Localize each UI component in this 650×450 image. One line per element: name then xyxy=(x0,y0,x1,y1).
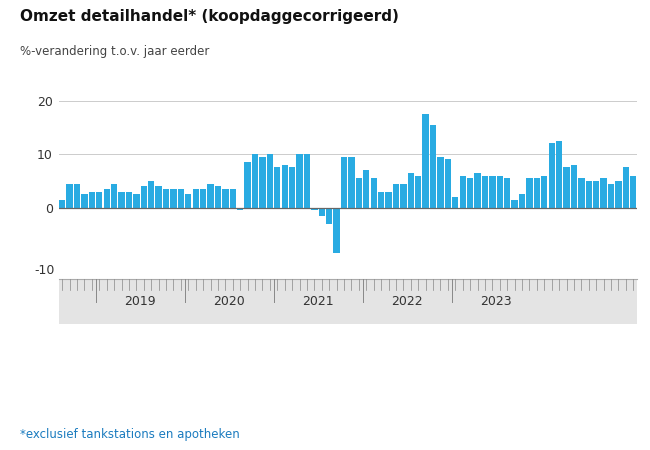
Bar xyxy=(214,186,221,207)
Text: 2019: 2019 xyxy=(124,295,156,308)
Bar xyxy=(200,189,206,207)
Bar xyxy=(378,192,384,207)
Bar xyxy=(170,189,177,207)
Bar xyxy=(348,157,355,207)
Bar xyxy=(118,192,125,207)
Bar xyxy=(608,184,614,207)
Bar xyxy=(630,176,636,207)
Bar xyxy=(103,189,110,207)
Bar xyxy=(526,178,532,207)
Text: 2022: 2022 xyxy=(391,295,423,308)
Bar xyxy=(66,184,73,207)
Text: 2020: 2020 xyxy=(213,295,245,308)
Bar xyxy=(318,207,325,216)
Bar xyxy=(534,178,540,207)
Bar xyxy=(155,186,162,207)
Bar xyxy=(482,176,488,207)
Bar xyxy=(586,181,592,207)
Bar xyxy=(126,192,132,207)
Bar xyxy=(341,157,347,207)
Bar xyxy=(460,176,466,207)
Bar xyxy=(281,165,288,207)
Bar xyxy=(430,125,436,207)
Bar xyxy=(207,184,214,207)
Bar xyxy=(304,154,310,207)
Bar xyxy=(333,207,340,253)
Bar xyxy=(467,178,473,207)
Bar xyxy=(133,194,140,207)
Bar xyxy=(437,157,443,207)
Bar xyxy=(497,176,503,207)
Bar xyxy=(571,165,577,207)
Bar xyxy=(452,197,458,207)
Bar xyxy=(88,192,95,207)
Bar xyxy=(259,157,266,207)
Bar xyxy=(616,181,621,207)
Bar xyxy=(244,162,251,207)
Text: 2023: 2023 xyxy=(480,295,512,308)
Bar xyxy=(474,173,481,207)
Bar xyxy=(549,144,555,207)
Bar xyxy=(370,178,377,207)
Bar xyxy=(556,141,562,207)
Bar xyxy=(415,176,421,207)
Text: %-verandering t.o.v. jaar eerder: %-verandering t.o.v. jaar eerder xyxy=(20,45,209,58)
Bar xyxy=(237,207,243,210)
Bar xyxy=(222,189,229,207)
Bar xyxy=(504,178,510,207)
Bar xyxy=(192,189,199,207)
Bar xyxy=(578,178,584,207)
Text: Omzet detailhandel* (koopdaggecorrigeerd): Omzet detailhandel* (koopdaggecorrigeerd… xyxy=(20,9,398,24)
Bar xyxy=(177,189,184,207)
Bar xyxy=(408,173,414,207)
Bar xyxy=(519,194,525,207)
Bar xyxy=(266,154,273,207)
Bar xyxy=(163,189,169,207)
Bar xyxy=(593,181,599,207)
Bar xyxy=(445,159,451,207)
Bar xyxy=(512,199,518,207)
Bar xyxy=(74,184,80,207)
Bar xyxy=(185,194,192,207)
Text: *exclusief tankstations en apotheken: *exclusief tankstations en apotheken xyxy=(20,428,239,441)
Bar xyxy=(111,184,117,207)
Bar xyxy=(296,154,303,207)
Bar xyxy=(229,189,236,207)
Bar xyxy=(422,114,429,207)
Bar xyxy=(601,178,607,207)
Bar xyxy=(252,154,258,207)
Bar xyxy=(385,192,392,207)
Bar xyxy=(564,167,569,207)
Bar xyxy=(140,186,147,207)
Bar xyxy=(274,167,280,207)
Bar xyxy=(541,176,547,207)
Bar xyxy=(489,176,495,207)
Bar xyxy=(96,192,103,207)
Bar xyxy=(326,207,332,224)
Bar xyxy=(623,167,629,207)
Bar xyxy=(393,184,399,207)
Bar xyxy=(148,181,154,207)
Bar xyxy=(356,178,362,207)
Text: 2021: 2021 xyxy=(302,295,334,308)
Bar xyxy=(311,207,318,210)
Bar xyxy=(81,194,88,207)
Bar xyxy=(289,167,295,207)
Bar xyxy=(59,199,66,207)
Bar xyxy=(363,170,369,207)
Bar xyxy=(400,184,406,207)
Text: -10: -10 xyxy=(35,264,55,277)
